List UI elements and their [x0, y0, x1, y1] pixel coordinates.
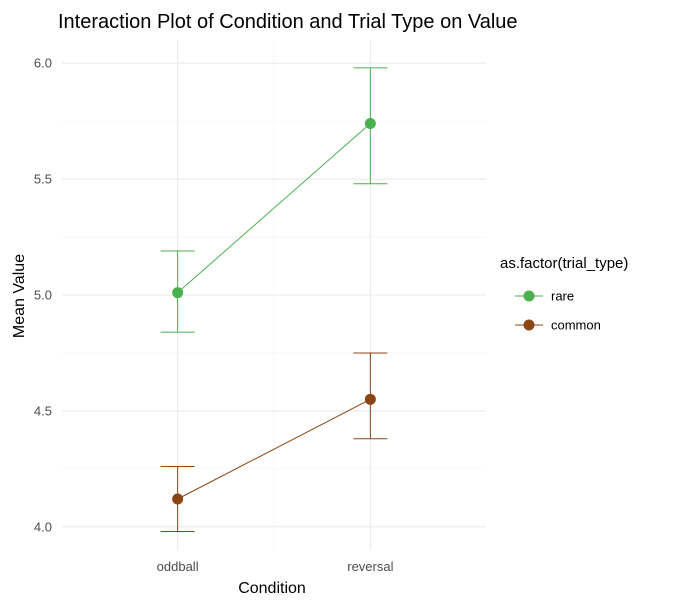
y-tick-label: 5.5	[34, 172, 52, 187]
grid-lines	[62, 40, 486, 550]
series-line-rare	[177, 123, 371, 294]
data-point-rare	[172, 287, 184, 299]
data-series	[160, 67, 388, 532]
y-tick-label: 4.5	[34, 403, 52, 418]
y-axis-tick-labels: 4.0 4.5 5.0 5.5 6.0	[34, 56, 52, 535]
legend-label-rare: rare	[551, 289, 574, 304]
series-rare	[160, 67, 388, 333]
y-tick-label: 5.0	[34, 288, 52, 303]
y-tick-label: 4.0	[34, 519, 52, 534]
series-common	[160, 352, 388, 532]
legend-key-point	[523, 290, 535, 302]
legend-key-point	[523, 319, 535, 331]
legend-title: as.factor(trial_type)	[500, 255, 628, 272]
x-tick-label: reversal	[347, 559, 393, 574]
legend-label-common: common	[551, 318, 601, 333]
x-tick-label: oddball	[157, 559, 199, 574]
legend: as.factor(trial_type) rare common	[500, 255, 628, 333]
chart-title: Interaction Plot of Condition and Trial …	[58, 11, 518, 33]
series-line-common	[177, 398, 371, 500]
x-axis-tick-labels: oddball reversal	[157, 559, 394, 574]
legend-key-common	[515, 319, 543, 331]
y-axis-title: Mean Value	[11, 254, 28, 338]
x-axis-title: Condition	[238, 580, 306, 597]
data-point-common	[172, 493, 184, 505]
legend-key-rare	[515, 290, 543, 302]
y-tick-label: 6.0	[34, 56, 52, 71]
data-point-common	[364, 393, 376, 405]
data-point-rare	[364, 117, 376, 129]
